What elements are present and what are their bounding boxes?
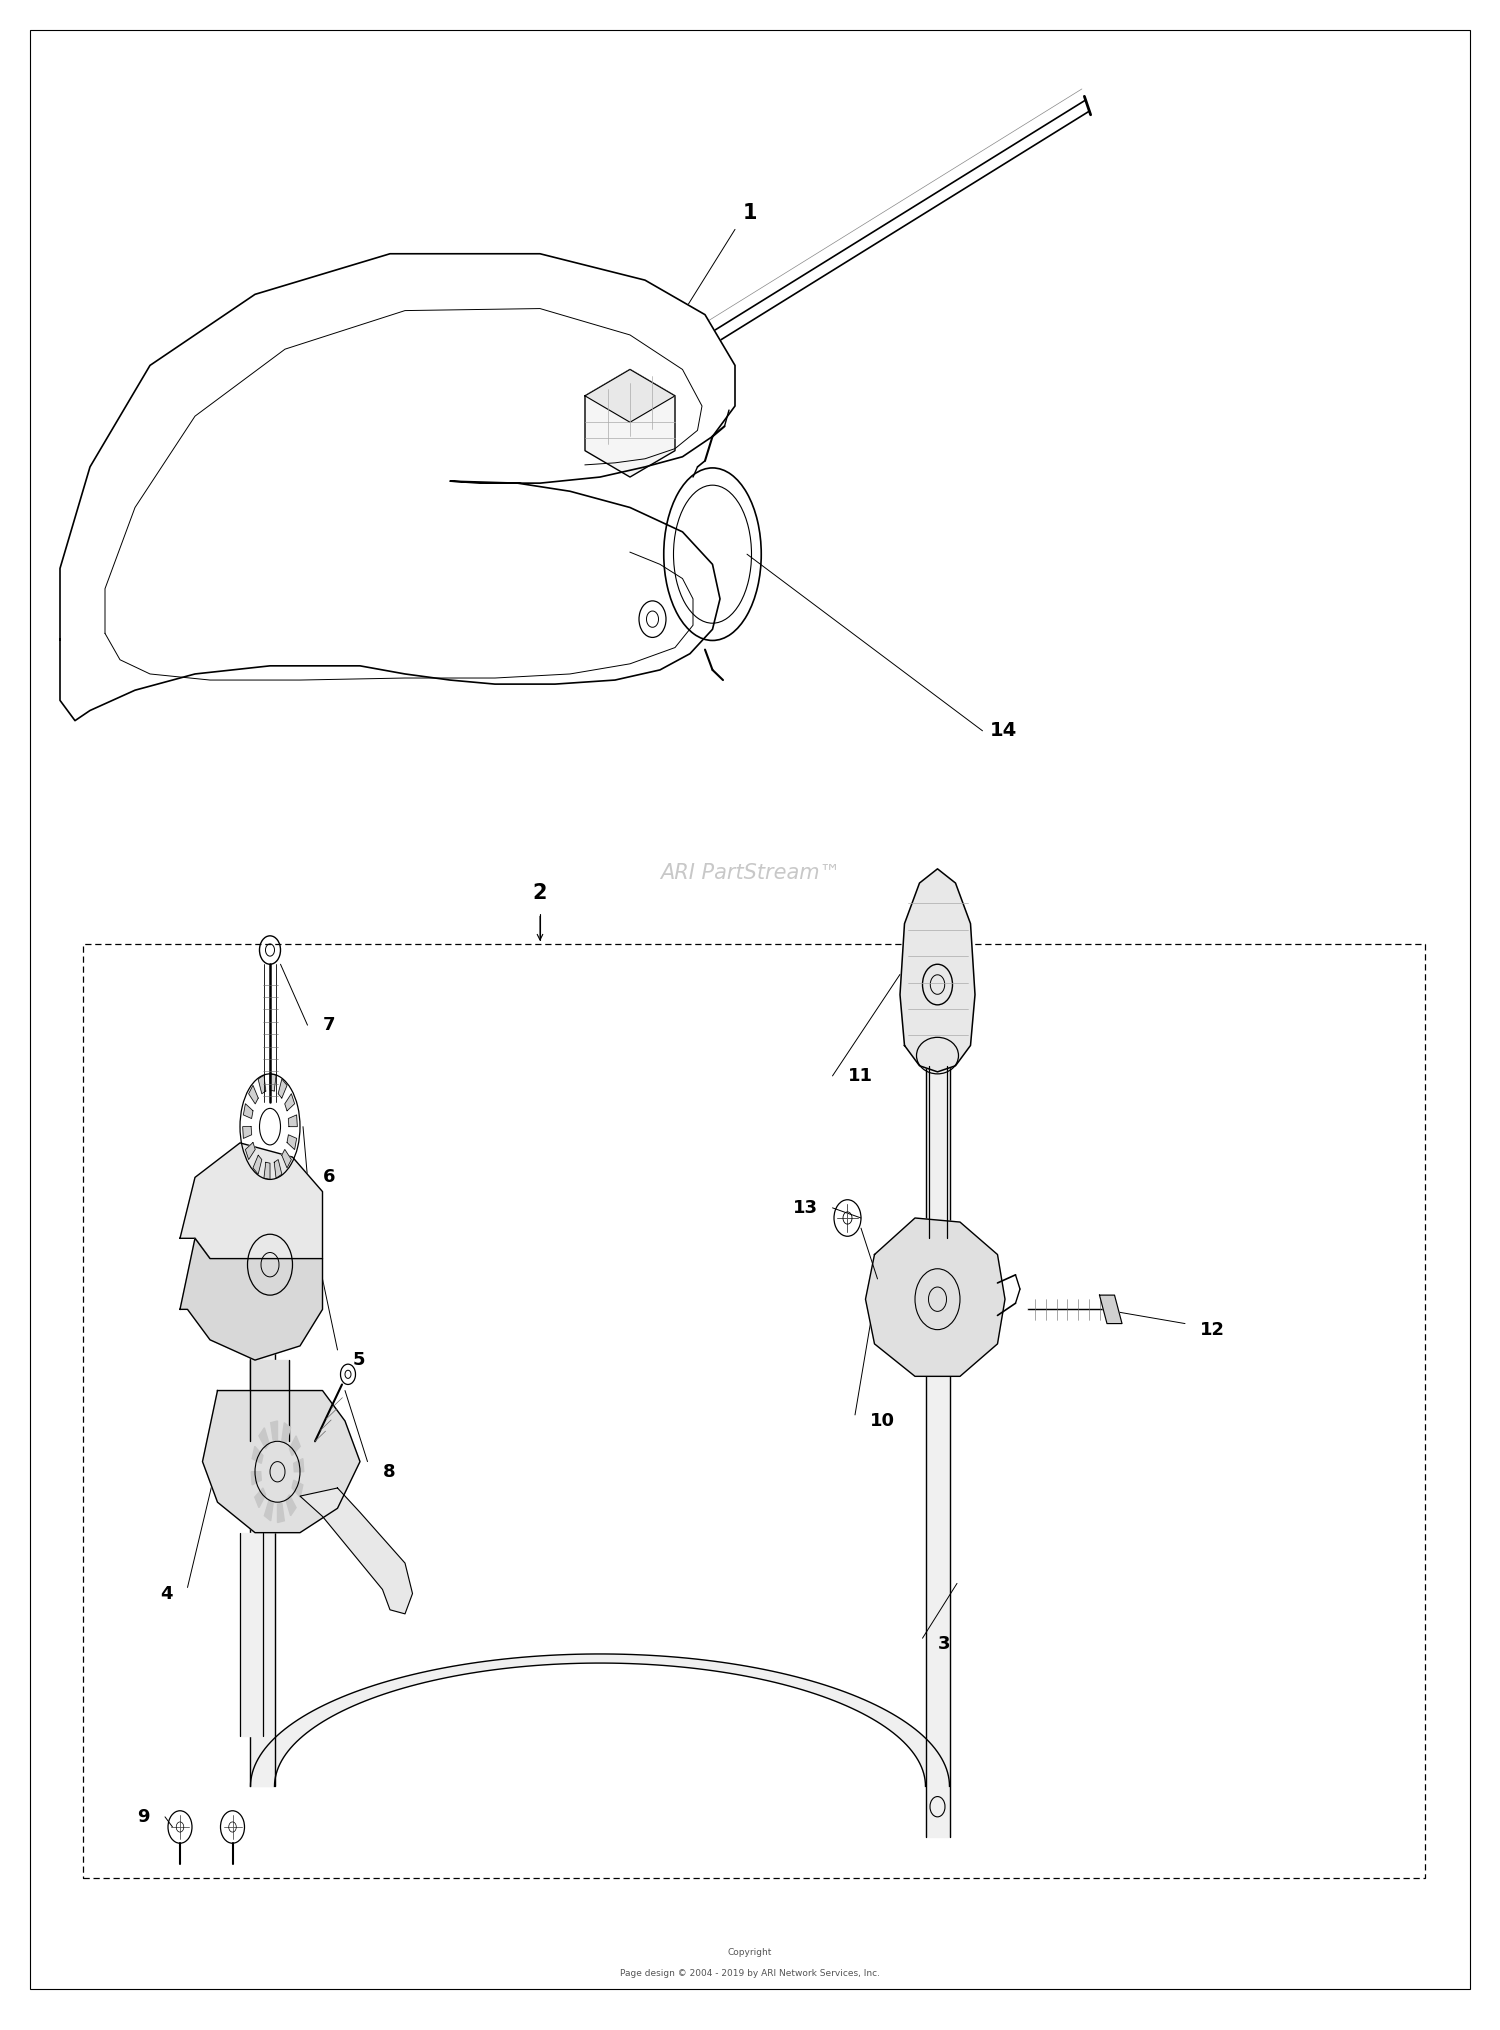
Polygon shape — [865, 1218, 1005, 1376]
Polygon shape — [254, 1155, 262, 1173]
Polygon shape — [270, 1421, 278, 1441]
Polygon shape — [240, 1533, 262, 1736]
Polygon shape — [255, 1488, 266, 1508]
Polygon shape — [243, 1127, 252, 1139]
Polygon shape — [252, 1472, 261, 1484]
Polygon shape — [286, 1494, 296, 1516]
Polygon shape — [258, 1076, 266, 1094]
Polygon shape — [180, 1238, 322, 1360]
Polygon shape — [249, 1086, 258, 1104]
Polygon shape — [251, 1157, 274, 1786]
Polygon shape — [300, 1488, 412, 1614]
Polygon shape — [260, 1427, 268, 1449]
Polygon shape — [282, 1423, 291, 1443]
Text: 10: 10 — [870, 1413, 895, 1429]
Text: 14: 14 — [990, 721, 1017, 741]
Polygon shape — [294, 1460, 303, 1472]
Polygon shape — [926, 985, 950, 1837]
Bar — [82, 944, 1425, 1878]
Polygon shape — [585, 369, 675, 477]
Text: 6: 6 — [322, 1169, 334, 1186]
Polygon shape — [928, 1066, 946, 1238]
Polygon shape — [274, 1159, 282, 1177]
Polygon shape — [251, 1360, 290, 1441]
Polygon shape — [180, 1143, 322, 1273]
Polygon shape — [278, 1502, 285, 1522]
Polygon shape — [288, 1114, 297, 1127]
Polygon shape — [285, 1094, 294, 1110]
Text: 4: 4 — [160, 1585, 172, 1602]
Polygon shape — [264, 1500, 273, 1520]
Text: Copyright: Copyright — [728, 1949, 772, 1957]
Text: Page design © 2004 - 2019 by ARI Network Services, Inc.: Page design © 2004 - 2019 by ARI Network… — [620, 1969, 880, 1977]
Text: 2: 2 — [532, 883, 548, 903]
Polygon shape — [292, 1480, 303, 1498]
Polygon shape — [290, 1435, 300, 1456]
Text: 12: 12 — [1200, 1322, 1225, 1338]
Polygon shape — [252, 1445, 262, 1464]
Polygon shape — [251, 1654, 950, 1786]
Polygon shape — [60, 254, 735, 721]
Text: 5: 5 — [352, 1352, 364, 1368]
Polygon shape — [900, 869, 975, 1072]
Polygon shape — [270, 1074, 276, 1090]
Polygon shape — [264, 1163, 270, 1179]
Polygon shape — [585, 369, 675, 422]
Polygon shape — [1100, 1295, 1122, 1324]
Text: 8: 8 — [382, 1464, 394, 1480]
Text: 13: 13 — [792, 1200, 818, 1216]
Text: 3: 3 — [938, 1636, 950, 1652]
Polygon shape — [282, 1149, 291, 1167]
Text: 7: 7 — [322, 1017, 334, 1033]
Polygon shape — [246, 1143, 255, 1159]
Text: 11: 11 — [847, 1068, 873, 1084]
Text: 9: 9 — [138, 1809, 150, 1825]
Text: 1: 1 — [742, 203, 758, 223]
Text: ARI PartStream™: ARI PartStream™ — [660, 863, 840, 883]
Polygon shape — [278, 1080, 286, 1098]
Polygon shape — [286, 1135, 297, 1149]
Polygon shape — [243, 1104, 254, 1119]
Polygon shape — [202, 1391, 360, 1533]
